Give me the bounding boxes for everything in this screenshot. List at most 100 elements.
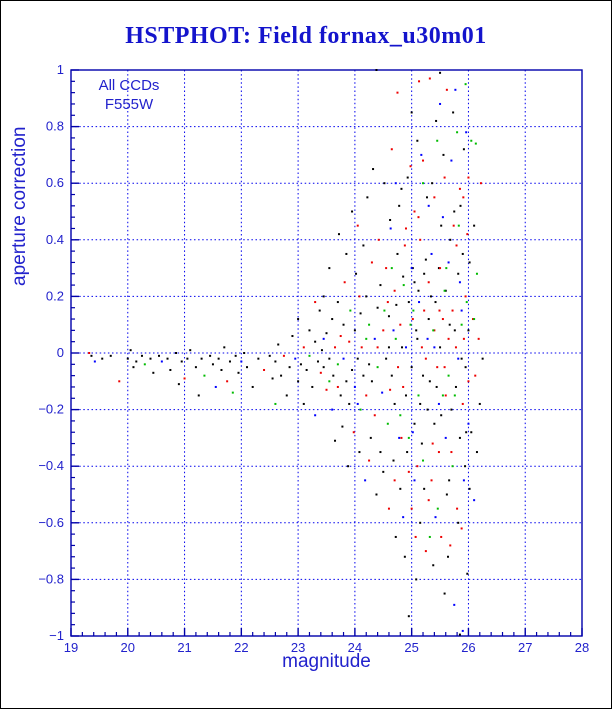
data-point-chip-green [328, 380, 331, 383]
data-point-chip-green [394, 337, 397, 340]
data-point-chip-red [385, 267, 388, 270]
data-point-chip-green [436, 507, 439, 510]
data-point-chip-red [360, 346, 363, 349]
data-point-chip-red [451, 309, 454, 312]
data-point-chip-green [460, 323, 463, 326]
data-point-chip-red [390, 148, 393, 151]
data-point-chip-black [257, 357, 260, 360]
data-point-chip-black [90, 354, 93, 357]
data-point-chip-blue [418, 301, 421, 304]
data-point-chip-black [358, 451, 361, 454]
data-point-chip-black [422, 374, 425, 377]
data-point-chip-blue [441, 216, 444, 219]
data-point-chip-blue [465, 131, 468, 134]
data-point-chip-black [390, 374, 393, 377]
data-point-chip-black [424, 258, 427, 261]
data-point-chip-black [372, 168, 375, 171]
data-point-chip-black [402, 275, 405, 278]
data-point-chip-black [434, 301, 437, 304]
data-point-chip-blue [450, 159, 453, 162]
data-point-chip-blue [453, 603, 456, 606]
data-point-chip-black [288, 366, 291, 369]
data-point-chip-black [339, 394, 342, 397]
data-point-chip-blue [353, 385, 356, 388]
data-point-chip-blue [411, 431, 414, 434]
data-point-chip-green [231, 391, 234, 394]
data-point-chip-blue [364, 479, 367, 482]
data-point-chip-green [386, 422, 389, 425]
data-point-chip-blue [427, 204, 430, 207]
data-point-chip-red [427, 281, 430, 284]
data-point-chip-blue [420, 153, 423, 156]
y-tick-label: −0.8 [38, 571, 64, 586]
data-point-chip-black [461, 252, 464, 255]
data-point-chip-black [416, 139, 419, 142]
data-point-chip-black [398, 204, 401, 207]
data-point-chip-black [407, 301, 410, 304]
data-point-chip-black [431, 182, 434, 185]
data-point-chip-red [368, 459, 371, 462]
data-point-chip-green [417, 394, 420, 397]
data-point-chip-black [369, 436, 372, 439]
data-point-chip-black [285, 394, 288, 397]
data-point-chip-red [428, 77, 431, 80]
data-point-chip-red [402, 385, 405, 388]
data-point-chip-red [437, 451, 440, 454]
data-point-chip-black [467, 329, 470, 332]
data-point-chip-blue [467, 422, 470, 425]
data-point-chip-green [407, 436, 410, 439]
data-point-chip-black [415, 578, 418, 581]
data-point-chip-red [431, 442, 434, 445]
data-point-chip-green [441, 394, 444, 397]
data-point-chip-black [439, 71, 442, 74]
data-point-chip-black [447, 555, 450, 558]
data-point-chip-black [399, 487, 402, 490]
data-point-chip-red [452, 224, 455, 227]
data-point-chip-blue [240, 360, 243, 363]
data-point-chip-black [403, 555, 406, 558]
data-point-chip-green [475, 272, 478, 275]
data-point-chip-green [457, 224, 460, 227]
data-point-chip-green [443, 289, 446, 292]
data-point-chip-blue [322, 337, 325, 340]
data-point-chip-green [390, 267, 393, 270]
data-point-chip-red [436, 366, 439, 369]
data-point-chip-black [473, 224, 476, 227]
data-point-chip-blue [447, 261, 450, 264]
data-point-chip-black [470, 431, 473, 434]
data-point-chip-black [462, 148, 465, 151]
data-point-chip-blue [314, 414, 317, 417]
data-point-chip-black [428, 380, 431, 383]
data-point-chip-black [423, 487, 426, 490]
data-point-chip-black [332, 374, 335, 377]
data-point-chip-green [399, 414, 402, 417]
data-point-chip-green [474, 142, 477, 145]
data-point-chip-black [355, 272, 358, 275]
data-point-chip-black [175, 352, 178, 354]
data-point-chip-black [237, 371, 240, 374]
data-point-chip-black [362, 244, 365, 247]
x-tick-label: 23 [291, 640, 305, 655]
data-point-chip-blue [444, 436, 447, 439]
data-point-chip-black [435, 385, 438, 388]
data-point-chip-black [347, 465, 350, 468]
data-point-chip-black [382, 470, 385, 473]
data-point-chip-green [402, 284, 405, 287]
data-point-chip-black [351, 368, 354, 371]
data-point-chip-red [382, 329, 385, 332]
data-point-chip-black [169, 368, 172, 371]
data-point-chip-black [379, 451, 382, 454]
x-tick-label: 28 [575, 640, 589, 655]
data-point-chip-black [458, 633, 461, 636]
x-axis-label: magnitude [282, 651, 371, 672]
data-point-chip-black [366, 196, 369, 199]
data-point-chip-red [370, 261, 373, 264]
data-point-chip-black [362, 374, 365, 377]
data-point-chip-red [409, 165, 412, 168]
data-point-chip-red [365, 394, 368, 397]
data-point-chip-red [462, 337, 465, 340]
data-point-chip-black [186, 357, 189, 360]
data-point-chip-black [322, 295, 325, 298]
data-point-chip-red [413, 210, 416, 213]
